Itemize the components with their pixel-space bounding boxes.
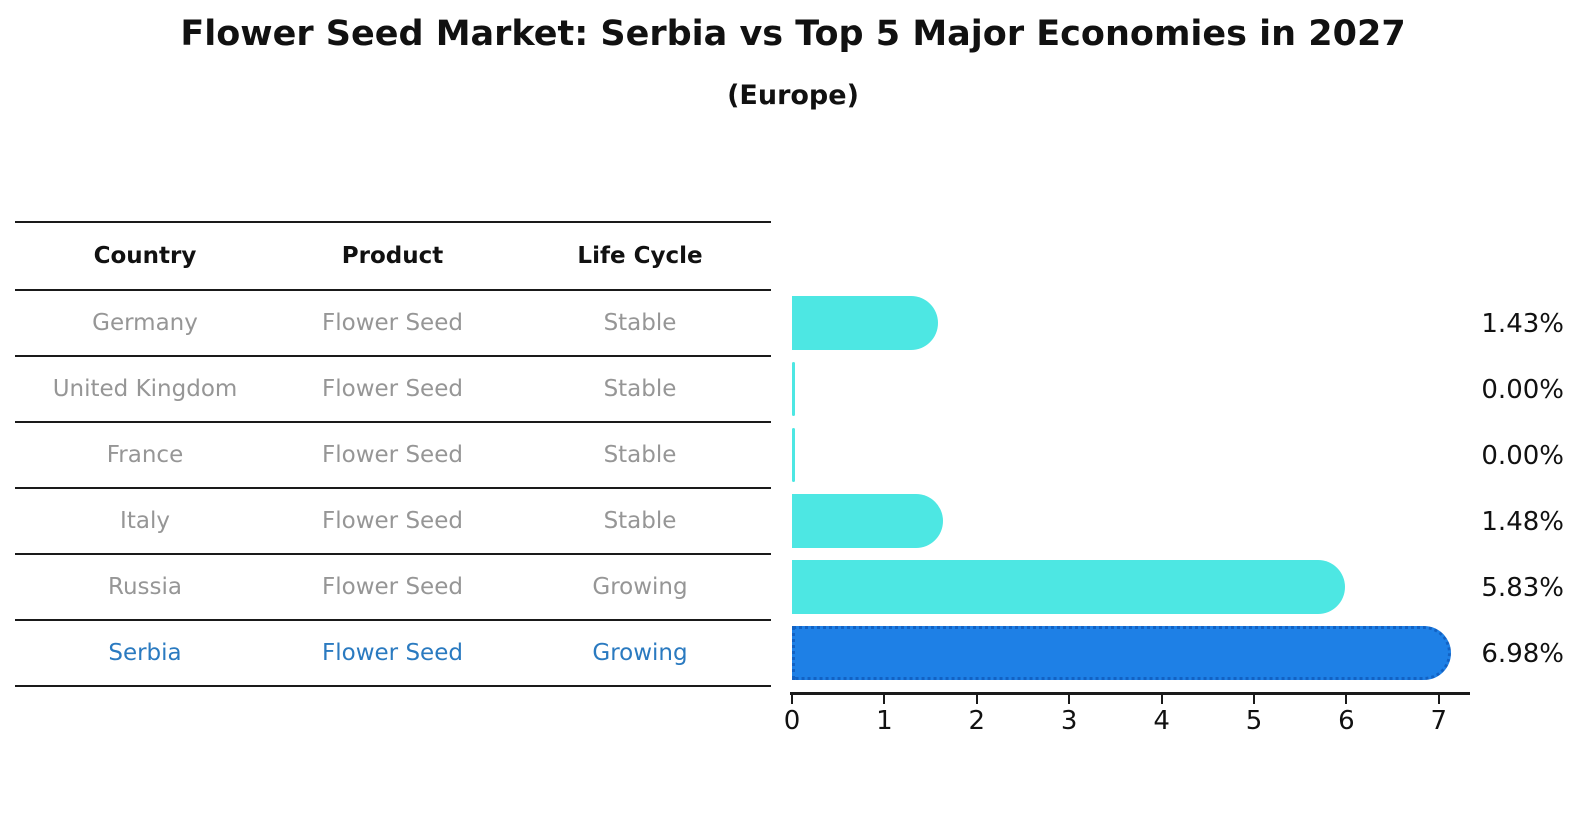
chart-subtitle: (Europe) (727, 80, 859, 111)
table-rule (15, 221, 771, 223)
cell-life-cycle: Stable (603, 442, 677, 468)
tick-mark (1253, 695, 1255, 704)
bar-italy (792, 494, 943, 548)
cell-country: Russia (108, 574, 182, 600)
tick-label: 5 (1245, 706, 1263, 736)
tick-label: 1 (876, 706, 893, 736)
cell-product: Flower Seed (322, 442, 463, 468)
cell-product: Flower Seed (322, 376, 463, 402)
cell-product: Flower Seed (322, 640, 463, 666)
cell-product: Flower Seed (322, 574, 463, 600)
column-header-product: Product (341, 243, 444, 269)
cell-life-cycle: Stable (603, 310, 677, 336)
cell-country: United Kingdom (52, 376, 238, 402)
value-label-italy: 1.48% (1481, 507, 1564, 537)
tick-label: 3 (1060, 706, 1078, 736)
tick-mark (1068, 695, 1071, 704)
tick-label: 7 (1430, 706, 1448, 736)
cell-product: Flower Seed (322, 508, 463, 534)
tick-label: 2 (968, 706, 986, 736)
table-rule (15, 421, 771, 423)
column-header-life-cycle: Life Cycle (577, 243, 703, 269)
tick-mark (975, 695, 978, 704)
table-rule (15, 487, 771, 489)
table-rule (15, 685, 771, 687)
cell-country: Serbia (108, 640, 182, 666)
tick-mark (1345, 695, 1348, 704)
tick-label: 6 (1338, 706, 1355, 736)
value-label-united-kingdom: 0.00% (1481, 375, 1564, 405)
value-label-france: 0.00% (1481, 441, 1564, 471)
tick-label: 4 (1153, 706, 1170, 736)
tick-mark (883, 695, 886, 704)
x-axis-line (790, 692, 1470, 695)
cell-product: Flower Seed (322, 310, 463, 336)
cell-life-cycle: Growing (592, 574, 688, 600)
chart-title: Flower Seed Market: Serbia vs Top 5 Majo… (180, 14, 1406, 54)
bar-france (792, 428, 795, 482)
tick-label: 0 (783, 706, 801, 736)
table-rule (15, 553, 771, 555)
tick-mark (791, 695, 793, 704)
bar-serbia-highlighted (792, 626, 1451, 680)
tick-mark (1160, 695, 1163, 704)
cell-life-cycle: Stable (603, 376, 677, 402)
bar-russia (792, 560, 1345, 614)
value-label-germany: 1.43% (1481, 309, 1564, 339)
cell-life-cycle: Growing (592, 640, 688, 666)
tick-mark (1437, 695, 1440, 704)
table-rule (15, 619, 771, 621)
value-label-russia: 5.83% (1481, 573, 1564, 603)
bar-united-kingdom (792, 362, 795, 416)
cell-country: France (106, 442, 184, 468)
cell-country: Germany (92, 310, 198, 336)
table-rule (15, 355, 771, 357)
table-rule (15, 289, 771, 291)
cell-country: Italy (120, 508, 170, 534)
bar-germany (792, 296, 939, 350)
cell-life-cycle: Stable (603, 508, 677, 534)
column-header-country: Country (93, 243, 197, 269)
value-label-serbia: 6.98% (1481, 639, 1564, 669)
